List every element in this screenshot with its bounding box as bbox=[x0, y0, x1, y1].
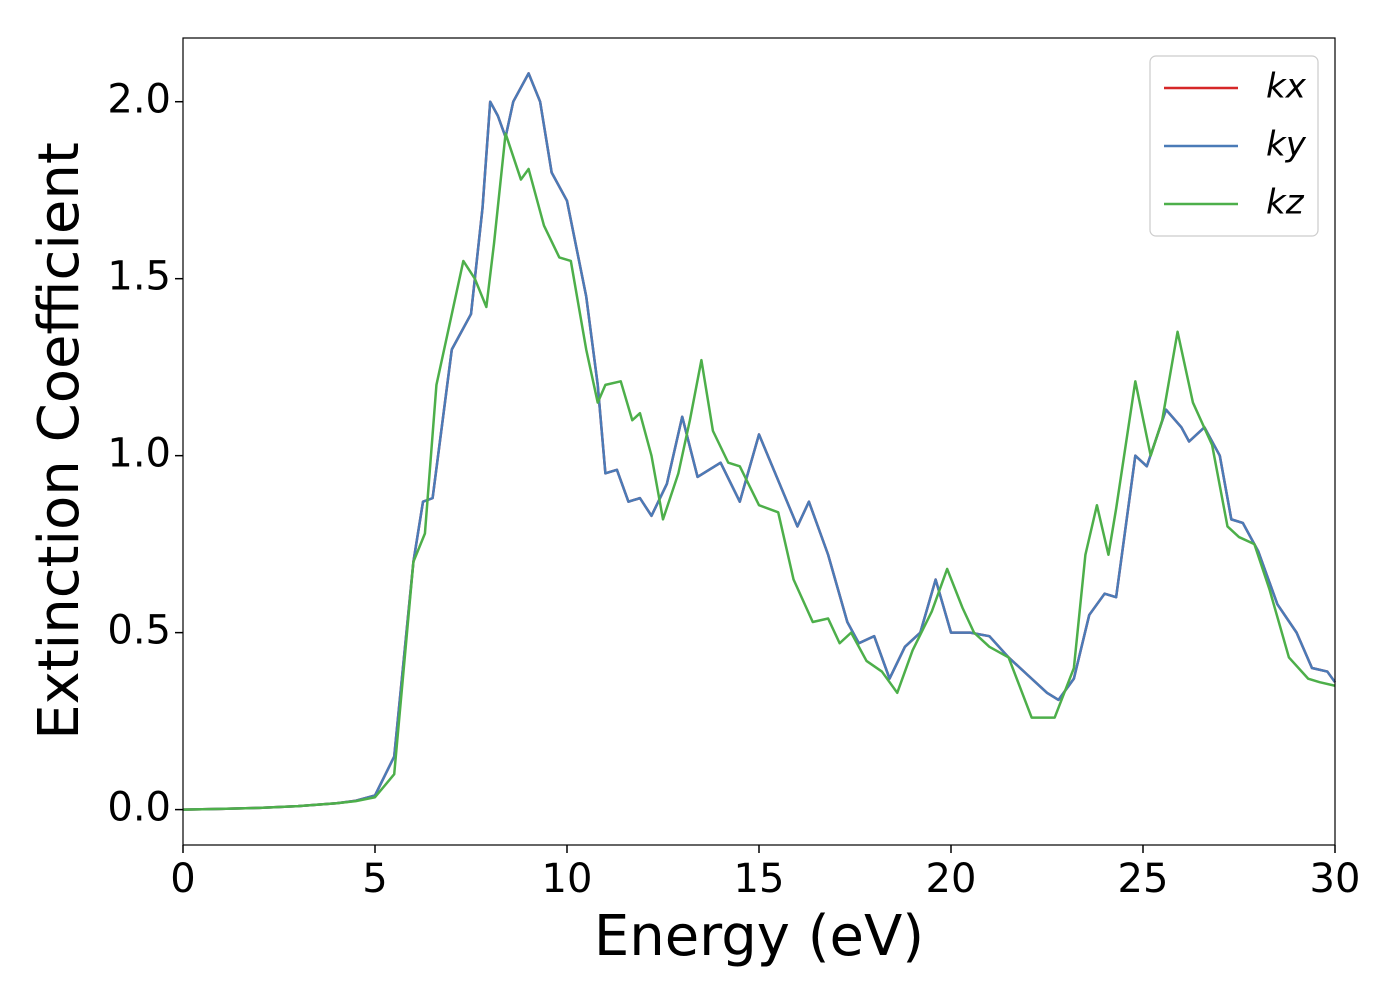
legend-label: ky bbox=[1266, 125, 1307, 165]
legend-label: kz bbox=[1266, 183, 1305, 223]
plot-frame bbox=[182, 37, 1336, 846]
y-tick-label: 1.5 bbox=[107, 254, 171, 300]
line bbox=[182, 132, 1336, 811]
y-tick-label: 2.0 bbox=[107, 77, 171, 123]
x-tick-label: 0 bbox=[170, 856, 195, 902]
x-tick-label: 15 bbox=[734, 856, 785, 902]
legend-label: kx bbox=[1266, 67, 1307, 107]
x-axis-label: Energy (eV) bbox=[594, 904, 924, 969]
x-tick-label: 5 bbox=[362, 856, 387, 902]
y-tick-label: 0.0 bbox=[107, 785, 171, 831]
y-axis-label: Extinction Coefficient bbox=[27, 142, 92, 740]
x-tick-label: 20 bbox=[926, 856, 977, 902]
y-tick-label: 0.5 bbox=[107, 608, 171, 654]
y-tick-label: 1.0 bbox=[107, 431, 171, 477]
line bbox=[182, 72, 1337, 811]
x-tick-label: 25 bbox=[1118, 856, 1169, 902]
x-tick-label: 30 bbox=[1310, 856, 1361, 902]
x-tick-label: 10 bbox=[542, 856, 593, 902]
